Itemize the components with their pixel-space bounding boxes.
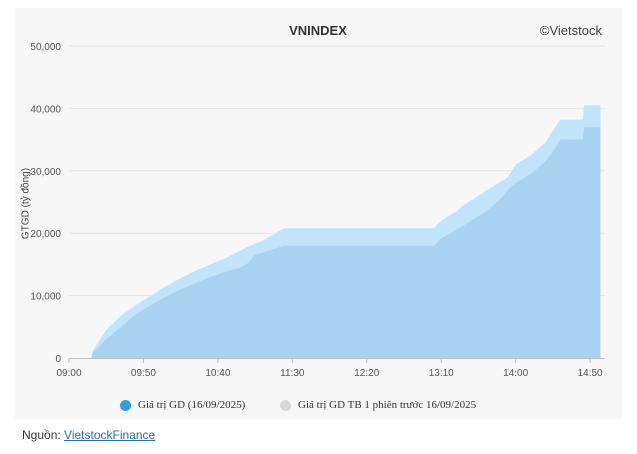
y-axis-label: GTGD (tỷ đồng) — [20, 167, 32, 240]
legend-label-series-2: Giá trị GD TB 1 phiên trước 16/09/2025 — [298, 399, 477, 411]
x-tick-label: 09:00 — [56, 368, 81, 379]
y-tick-label: 50,000 — [30, 42, 61, 53]
chart-credit: ©Vietstock — [539, 23, 602, 38]
chart-title: VNINDEX — [289, 23, 347, 38]
x-tick-label: 13:10 — [429, 368, 454, 379]
x-tick-label: 10:40 — [205, 368, 230, 379]
y-tick-label: 10,000 — [30, 292, 61, 303]
source-note: Nguồn: VietstockFinance — [22, 428, 155, 442]
legend-dot-blue-icon — [120, 399, 131, 411]
source-link[interactable]: VietstockFinance — [64, 428, 156, 442]
x-tick-label: 12:20 — [354, 368, 379, 379]
area-chart: 0 10,000 20,000 30,000 40,000 50,000 09:00 09:5… — [30, 42, 605, 379]
legend-item-series-1[interactable]: Giá trị GD (16/09/2025) — [120, 399, 245, 411]
y-tick-label: 0 — [55, 354, 61, 365]
x-tick-label: 14:00 — [503, 368, 528, 379]
legend-item-series-2[interactable]: Giá trị GD TB 1 phiên trước 16/09/2025 — [280, 399, 476, 411]
x-tick-label: 11:30 — [280, 368, 305, 379]
y-tick-label: 20,000 — [30, 229, 61, 240]
legend-dot-gray-icon — [280, 399, 291, 411]
legend-label-series-1: Giá trị GD (16/09/2025) — [138, 399, 246, 411]
x-tick-label: 14:50 — [578, 368, 603, 379]
y-tick-label: 40,000 — [30, 104, 61, 115]
series-area-1 — [91, 127, 601, 358]
source-label: Nguồn: — [22, 428, 61, 442]
x-tick-label: 09:50 — [131, 368, 156, 379]
chart-area: 0 10,000 20,000 30,000 40,000 50,000 09:00 09:5… — [14, 8, 622, 419]
y-tick-label: 30,000 — [30, 167, 61, 178]
